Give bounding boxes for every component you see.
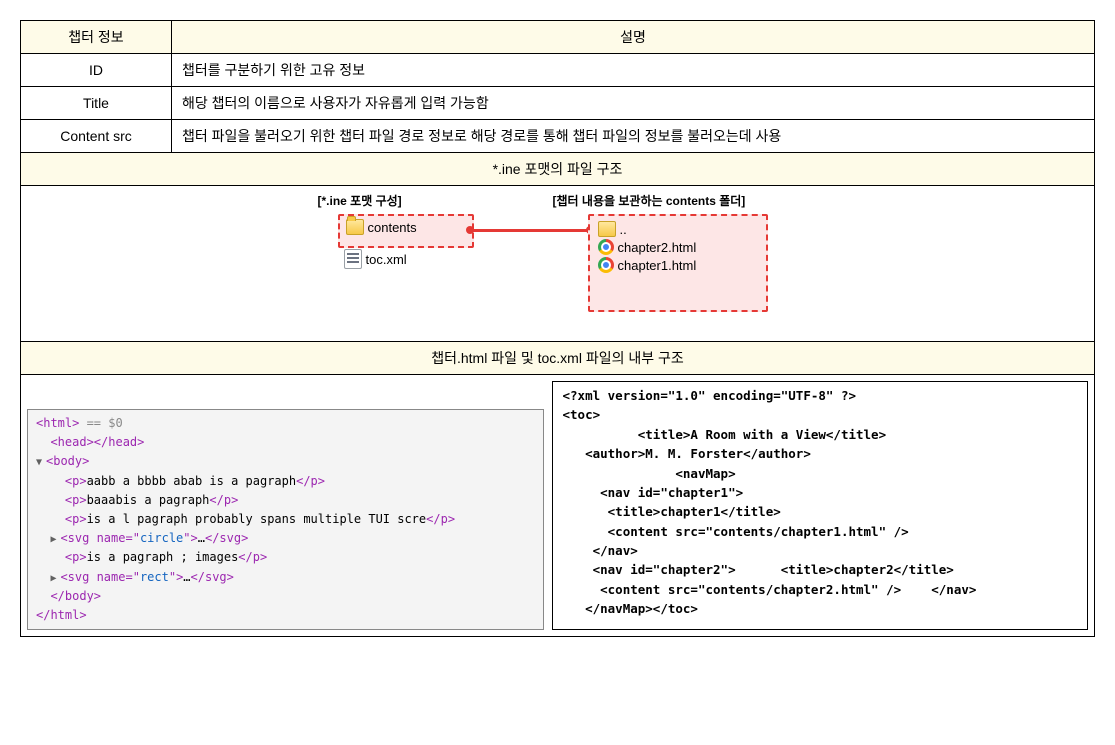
info-table: 챕터 정보 설명 ID 챕터를 구분하기 위한 고유 정보 Title 해당 챕… [20,20,1095,637]
expand-toggle-icon: ▼ [36,455,46,471]
caption-contents-folder: [챕터 내용을 보관하는 contents 폴더] [553,192,746,209]
file-toc-label: toc.xml [366,252,407,267]
code-cell: <html> == $0 <head></head> ▼<body> <p>aa… [21,375,1095,637]
code-line: </p> [238,550,267,564]
file-contents-folder: contents [346,218,466,236]
code-line: </html> [36,608,87,622]
arrow-line [472,229,588,232]
row-id-desc: 챕터를 구분하기 위한 고유 정보 [172,54,1095,87]
code-line: </svg> [191,570,234,584]
row-contentsrc-key: Content src [21,120,172,153]
box-ine-format: contents [338,214,474,248]
collapse-toggle-icon: ▶ [50,532,60,548]
code-line: <body> [46,454,89,468]
code-line: <p> [36,474,87,488]
file-chapter1-label: chapter1.html [618,258,697,273]
code-text: == $0 [79,416,122,430]
box-contents-folder: .. chapter2.html chapter1.html [588,214,768,312]
code-line: <svg name=" [60,570,139,584]
code-text: circle [140,531,183,545]
section-ine-format-header: *.ine 포맷의 파일 구조 [21,153,1095,186]
xml-code-panel: <?xml version="1.0" encoding="UTF-8" ?> … [552,381,1089,630]
code-line: <head></head> [36,435,144,449]
code-text: … [198,531,205,545]
code-line: "> [169,570,183,584]
parent-folder-icon [598,221,616,237]
xml-file-icon [344,249,362,269]
xml-code-content: <?xml version="1.0" encoding="UTF-8" ?> … [563,388,977,616]
code-text: is a pagraph ; images [87,550,239,564]
code-text: baaabis a pagraph [87,493,210,507]
code-line: <html> [36,416,79,430]
code-line: "> [183,531,197,545]
code-line: </body> [36,589,101,603]
row-title-key: Title [21,87,172,120]
row-contentsrc-desc: 챕터 파일을 불러오기 위한 챕터 파일 경로 정보로 해당 경로를 통해 챕터… [172,120,1095,153]
code-text: rect [140,570,169,584]
file-chapter2-row: chapter2.html [598,238,758,256]
code-text: … [183,570,190,584]
header-chapter-info: 챕터 정보 [21,21,172,54]
code-line: <svg name=" [60,531,139,545]
diagram-cell: [*.ine 포맷 구성] [챕터 내용을 보관하는 contents 폴더] … [21,186,1095,342]
code-line: </p> [426,512,455,526]
chrome-icon [598,239,614,255]
row-title-desc: 해당 챕터의 이름으로 사용자가 자유롭게 입력 가능함 [172,87,1095,120]
code-line: </p> [296,474,325,488]
file-chapter2-label: chapter2.html [618,240,697,255]
html-code-panel: <html> == $0 <head></head> ▼<body> <p>aa… [27,409,544,630]
code-line: </p> [209,493,238,507]
code-text: aabb a bbbb abab is a pagraph [87,474,297,488]
file-contents-label: contents [368,220,417,235]
row-id-key: ID [21,54,172,87]
file-parent-row: .. [598,220,758,238]
header-description: 설명 [172,21,1095,54]
code-line: <p> [36,493,87,507]
folder-icon [346,219,364,235]
file-chapter1-row: chapter1.html [598,256,758,274]
code-line: </svg> [205,531,248,545]
code-line: <p> [36,550,87,564]
collapse-toggle-icon: ▶ [50,571,60,587]
ine-format-diagram: [*.ine 포맷 구성] [챕터 내용을 보관하는 contents 폴더] … [278,192,838,332]
file-parent-label: .. [620,222,627,237]
chrome-icon [598,257,614,273]
section-file-structure-header: 챕터.html 파일 및 toc.xml 파일의 내부 구조 [21,342,1095,375]
file-toc-row: toc.xml [344,248,407,270]
caption-ine-format: [*.ine 포맷 구성] [318,192,402,209]
code-line: <p> [36,512,87,526]
code-text: is a l pagraph probably spans multiple T… [87,512,427,526]
